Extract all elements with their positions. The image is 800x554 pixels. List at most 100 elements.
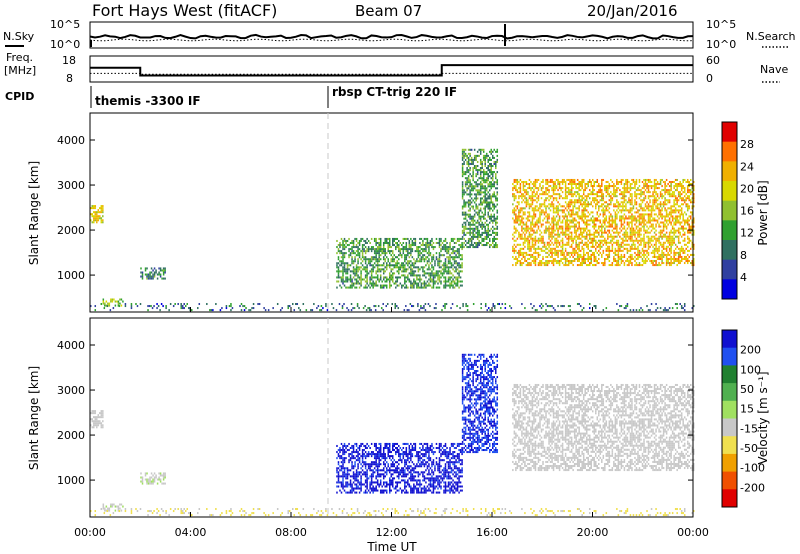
power-cell <box>485 241 488 245</box>
power-cell <box>602 199 605 202</box>
power-cell <box>379 268 382 271</box>
power-cell <box>349 254 352 257</box>
power-cell <box>582 259 585 263</box>
power-cell <box>632 207 635 210</box>
power-cell <box>531 243 534 246</box>
power-cell <box>563 197 565 200</box>
power-cell <box>527 183 529 186</box>
power-cell <box>614 185 617 188</box>
power-cell <box>683 237 686 240</box>
power-cell <box>496 225 499 228</box>
power-cell <box>679 217 681 220</box>
power-cell <box>655 233 657 236</box>
power-cell <box>493 171 496 174</box>
power-cell <box>447 262 450 265</box>
power-cell <box>221 307 223 310</box>
power-cell <box>646 207 648 210</box>
power-cell <box>611 239 614 242</box>
power-cell <box>528 264 531 267</box>
power-cell <box>482 173 485 176</box>
power-cell <box>598 243 600 246</box>
power-cell <box>484 165 486 168</box>
power-cell <box>614 205 617 208</box>
power-cell <box>635 183 638 186</box>
power-cell <box>664 235 666 238</box>
power-cell <box>478 211 480 214</box>
power-cell <box>402 264 405 267</box>
power-cell <box>668 253 671 256</box>
power-cell <box>487 231 489 234</box>
power-cell <box>662 203 665 206</box>
power-cell <box>512 245 514 248</box>
power-cell <box>631 207 633 210</box>
power-cell <box>680 193 683 196</box>
power-cell <box>472 246 474 249</box>
power-cell <box>492 183 494 186</box>
power-cell <box>495 223 497 226</box>
power-cell <box>557 253 559 256</box>
power-cell <box>348 286 350 289</box>
power-cell <box>161 277 163 280</box>
power-cell <box>355 286 358 289</box>
power-cell <box>653 201 656 204</box>
power-cell <box>679 231 681 234</box>
noise-right-tick-top: 10^5 <box>706 18 736 31</box>
power-cell <box>641 215 644 218</box>
power-cell <box>638 203 641 206</box>
power-cell <box>482 150 485 153</box>
power-cell <box>581 183 583 186</box>
power-cell <box>515 185 517 188</box>
power-cell <box>611 247 614 250</box>
power-cell <box>93 221 95 224</box>
power-cell <box>478 148 480 151</box>
power-cell <box>548 199 550 202</box>
power-cell <box>644 243 647 246</box>
power-cell <box>455 276 457 279</box>
power-cell <box>476 221 479 224</box>
power-cell <box>658 235 660 238</box>
power-cell <box>613 209 615 212</box>
power-cell <box>641 199 644 202</box>
power-cell <box>186 302 188 306</box>
power-cell <box>569 237 571 240</box>
power-cell <box>336 270 338 273</box>
power-cell <box>625 183 627 186</box>
power-cell <box>413 284 415 287</box>
power-cell <box>566 205 568 208</box>
power-cell <box>596 219 599 222</box>
power-cell <box>616 209 618 212</box>
power-cell <box>640 241 642 244</box>
power-cell <box>360 278 362 281</box>
power-cell <box>685 205 687 208</box>
power-cell <box>464 239 467 242</box>
power-cell <box>671 215 674 218</box>
power-cell <box>240 302 243 306</box>
power-cell <box>596 201 599 204</box>
power-cell <box>593 233 596 236</box>
power-cell <box>622 178 624 181</box>
power-cell <box>693 185 695 188</box>
power-cell <box>431 239 433 242</box>
power-cell <box>479 169 482 172</box>
power-cell <box>659 215 662 218</box>
power-cell <box>488 162 491 166</box>
power-cell <box>443 262 445 265</box>
power-cell <box>97 219 100 222</box>
power-cell <box>340 286 343 289</box>
power-cell <box>466 181 468 184</box>
power-cell <box>493 162 496 166</box>
power-cell <box>584 253 586 256</box>
power-cell <box>417 274 420 277</box>
power-cell <box>484 235 486 238</box>
power-cell <box>617 203 620 206</box>
power-cell <box>625 199 627 202</box>
power-cell <box>546 264 549 267</box>
power-cell <box>482 215 485 218</box>
power-cell <box>585 187 588 190</box>
power-cell <box>650 219 653 222</box>
power-cell <box>515 213 517 216</box>
power-cell <box>637 235 639 238</box>
power-cell <box>688 205 690 208</box>
power-cell <box>620 183 623 186</box>
power-cell <box>616 199 618 202</box>
